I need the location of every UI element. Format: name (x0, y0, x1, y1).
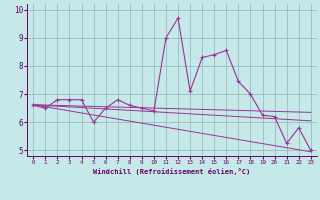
X-axis label: Windchill (Refroidissement éolien,°C): Windchill (Refroidissement éolien,°C) (93, 168, 251, 175)
